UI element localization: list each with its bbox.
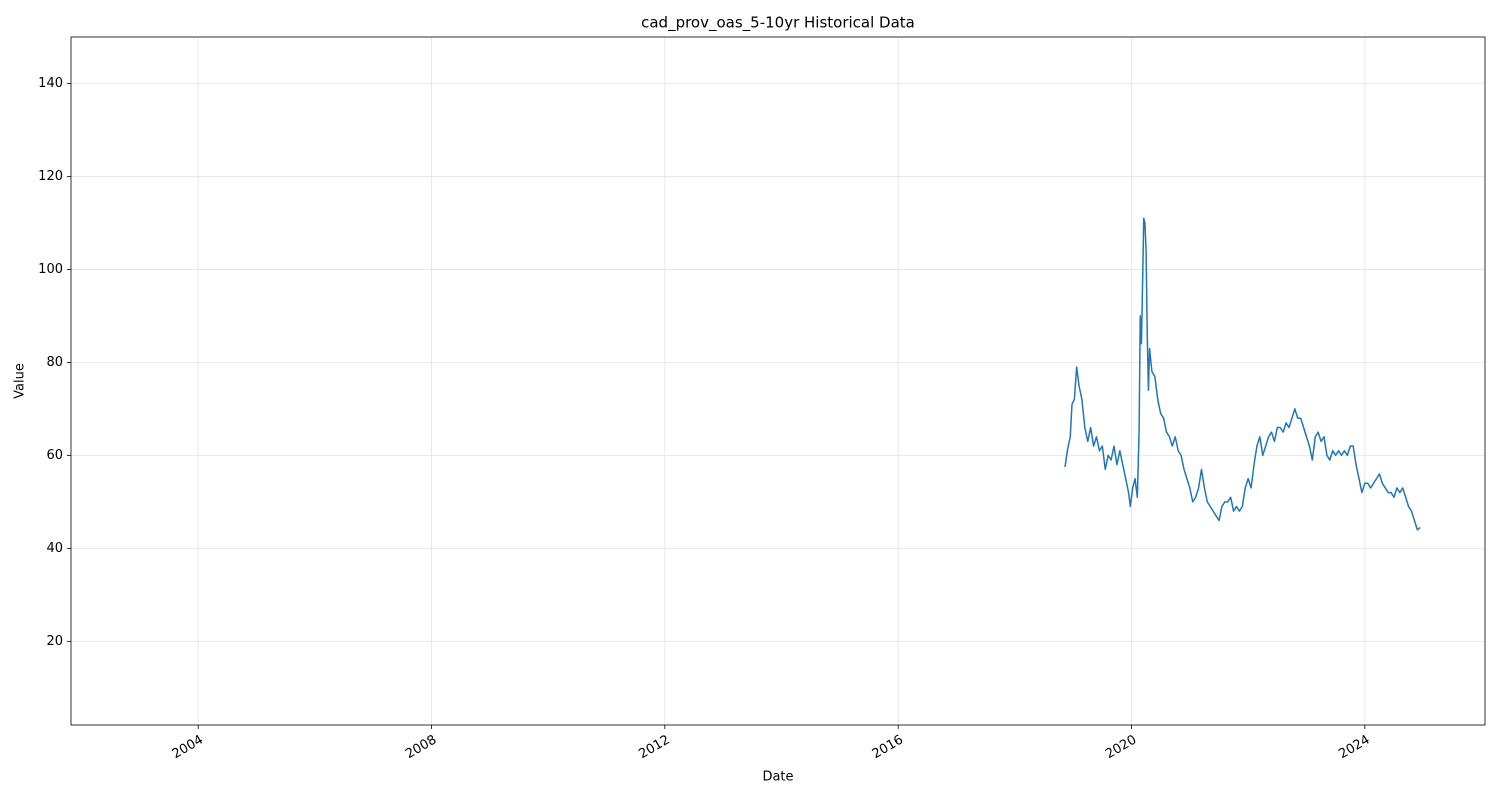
- x-tick-label: 2008: [403, 733, 439, 763]
- y-tick-label: 120: [38, 169, 63, 184]
- x-tick-label: 2016: [870, 733, 906, 763]
- grid: [71, 37, 1485, 725]
- y-tick-label: 80: [46, 355, 63, 370]
- plot-frame: [70, 36, 1486, 726]
- y-tick-label: 140: [38, 76, 63, 91]
- y-tick-label: 60: [46, 448, 63, 463]
- x-tick-label: 2020: [1103, 733, 1139, 763]
- chart-title: cad_prov_oas_5-10yr Historical Data: [641, 14, 915, 33]
- y-tick-label: 100: [38, 262, 63, 277]
- x-tick-label: 2012: [636, 733, 672, 763]
- x-tick-label: 2004: [170, 733, 206, 763]
- x-tick-label: 2024: [1336, 733, 1372, 763]
- plot: [1064, 217, 1421, 531]
- y-axis-label: Value: [13, 363, 28, 399]
- y-tick-label: 20: [46, 634, 63, 649]
- x-axis-label: Date: [762, 770, 793, 785]
- data-line: [1064, 217, 1421, 531]
- y-tick-label: 40: [46, 541, 63, 556]
